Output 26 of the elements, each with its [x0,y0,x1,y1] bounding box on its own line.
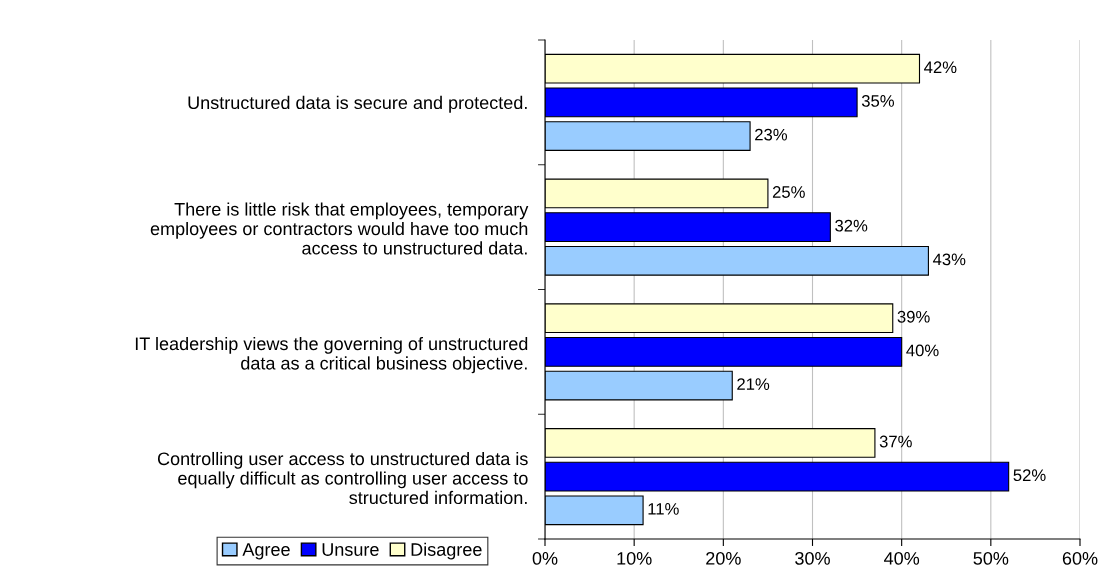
y-tick-label: There is little risk that employees, temporary employees or contractors would have too much access to unstructured data. [150,202,529,255]
x-tick-label: 40% [884,551,920,565]
x-tick-label: 50% [973,551,1009,565]
data-label: 21% [737,378,770,390]
x-tick-label: 30% [795,551,830,565]
x-tick-label: 20% [706,551,741,565]
data-label: 25% [772,186,805,198]
data-label: 11% [648,503,679,515]
legend-label: Unsure [322,543,379,556]
data-label: 35% [861,95,895,107]
data-label: 52% [1013,469,1046,482]
data-label: 32% [835,219,868,232]
y-tick-label: Controlling user access to unstructured data is equally difficult as controlling user access to structured information. [157,451,528,505]
x-tick-label: 10% [617,551,652,565]
data-label: 40% [906,344,939,357]
y-tick-label: Unstructured data is secure and protected. [188,95,527,113]
data-label: 43% [932,253,966,266]
x-tick-label: 60% [1062,551,1098,565]
data-label: 42% [924,61,957,74]
data-label: 39% [897,310,930,323]
x-tick-label: 0% [532,551,558,565]
y-tick-label: IT leadership views the governing of unstructured data as a critical business objective. [135,336,528,374]
legend-label: Agree [242,543,290,560]
data-label: 23% [755,128,788,141]
data-label: 37% [879,435,912,448]
legend-label: Disagree [411,542,482,560]
